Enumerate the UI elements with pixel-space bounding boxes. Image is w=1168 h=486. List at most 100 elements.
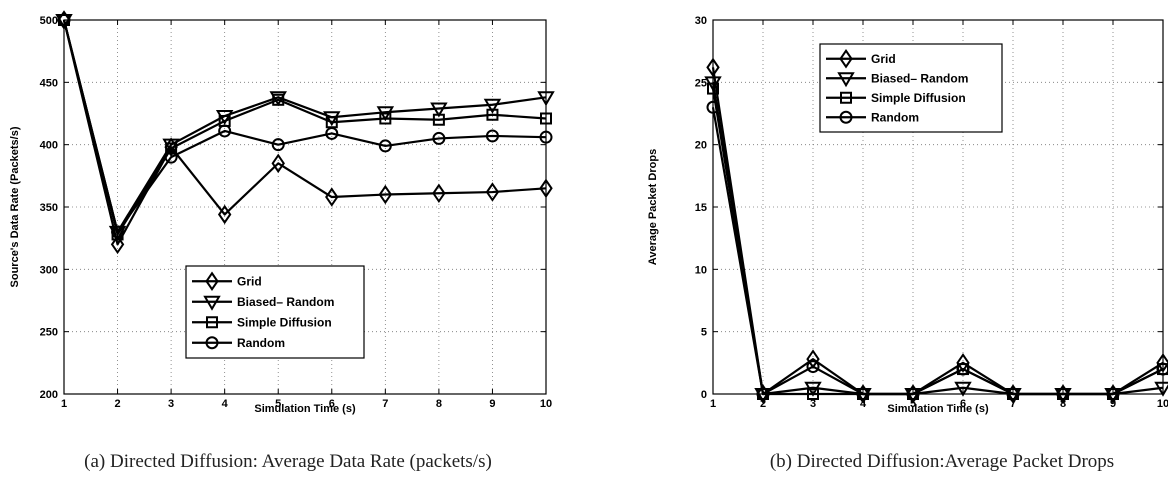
data-point bbox=[164, 150, 178, 164]
legend-marker bbox=[206, 316, 218, 329]
y-axis-label: Average Packet Drops bbox=[647, 149, 659, 265]
y-tick-label: 15 bbox=[695, 202, 707, 214]
legend-label: Random bbox=[871, 110, 919, 124]
x-tick-label: 3 bbox=[810, 398, 816, 410]
x-tick-label: 1 bbox=[710, 398, 716, 410]
data-point bbox=[1056, 387, 1070, 401]
x-tick-label: 7 bbox=[1010, 398, 1016, 410]
data-point bbox=[379, 112, 392, 125]
y-axis-label: Source's Data Rate (Packets/s) bbox=[9, 126, 21, 287]
x-tick-label: 10 bbox=[1157, 398, 1168, 410]
data-point bbox=[954, 381, 972, 397]
data-point bbox=[485, 129, 499, 143]
y-tick-label: 30 bbox=[695, 15, 707, 27]
series-grid bbox=[57, 10, 553, 255]
x-tick-label: 8 bbox=[436, 398, 442, 410]
data-point bbox=[1154, 381, 1168, 397]
legend-label: Random bbox=[237, 336, 285, 350]
data-point bbox=[430, 102, 448, 118]
data-point bbox=[378, 139, 392, 153]
data-point bbox=[956, 353, 970, 373]
data-point bbox=[906, 387, 920, 401]
data-point bbox=[271, 138, 285, 152]
y-tick-label: 10 bbox=[695, 264, 707, 276]
data-point bbox=[956, 362, 970, 376]
legend-label: Biased– Random bbox=[237, 295, 334, 309]
x-tick-label: 5 bbox=[275, 398, 281, 410]
x-tick-label: 4 bbox=[222, 398, 229, 410]
legend-marker bbox=[840, 91, 852, 104]
data-point bbox=[537, 91, 555, 107]
data-point bbox=[707, 82, 719, 95]
x-tick-label: 9 bbox=[489, 398, 495, 410]
data-point bbox=[540, 112, 552, 125]
data-point bbox=[1156, 353, 1168, 373]
legend-label: Grid bbox=[871, 52, 896, 66]
series-line bbox=[62, 19, 547, 234]
legend-marker bbox=[837, 72, 855, 88]
x-tick-label: 10 bbox=[540, 398, 552, 410]
x-tick-label: 9 bbox=[1110, 398, 1116, 410]
y-tick-label: 20 bbox=[695, 140, 707, 152]
y-tick-label: 350 bbox=[40, 202, 58, 214]
data-point bbox=[432, 131, 446, 145]
y-tick-label: 25 bbox=[695, 77, 707, 89]
x-tick-label: 6 bbox=[329, 398, 335, 410]
data-point bbox=[271, 153, 285, 174]
x-tick-label: 3 bbox=[168, 398, 174, 410]
y-tick-label: 500 bbox=[40, 15, 58, 27]
data-point bbox=[217, 204, 232, 225]
series-line bbox=[711, 107, 1164, 396]
data-point bbox=[432, 183, 446, 204]
y-tick-label: 450 bbox=[40, 77, 58, 89]
data-point bbox=[432, 113, 445, 126]
data-point bbox=[756, 387, 770, 401]
legend: Grid Biased– Random Simple Diffusion Random bbox=[819, 43, 1003, 133]
y-tick-label: 5 bbox=[701, 327, 707, 339]
data-point bbox=[483, 98, 502, 114]
data-point bbox=[269, 91, 287, 107]
data-point bbox=[807, 388, 819, 400]
legend-label: Simple Diffusion bbox=[871, 91, 966, 105]
data-point bbox=[485, 182, 500, 202]
x-tick-label: 8 bbox=[1060, 398, 1066, 410]
series-random bbox=[57, 13, 553, 239]
x-tick-label: 6 bbox=[960, 398, 966, 410]
data-point bbox=[378, 184, 393, 205]
series-line bbox=[62, 19, 547, 236]
data-point bbox=[57, 13, 71, 27]
data-point bbox=[110, 234, 125, 255]
legend-marker bbox=[205, 271, 219, 292]
data-point bbox=[218, 124, 232, 138]
x-tick-label: 4 bbox=[860, 398, 867, 410]
data-point bbox=[539, 178, 553, 199]
series-random bbox=[706, 100, 1168, 401]
series-biased-random bbox=[55, 14, 555, 241]
series-line bbox=[62, 19, 547, 234]
legend-label: Grid bbox=[237, 274, 262, 288]
x-axis-label: Simulation Time (s) bbox=[887, 403, 989, 415]
legend-label: Biased– Random bbox=[871, 71, 968, 85]
x-tick-label: 2 bbox=[760, 398, 766, 410]
data-point bbox=[165, 142, 178, 155]
data-point bbox=[325, 187, 339, 207]
data-point bbox=[325, 126, 339, 140]
x-tick-label: 1 bbox=[61, 398, 67, 410]
data-point bbox=[706, 57, 720, 78]
data-point bbox=[323, 111, 341, 127]
data-point bbox=[539, 130, 553, 144]
y-tick-label: 200 bbox=[40, 389, 58, 401]
caption: (a) Directed Diffusion: Average Data Rat… bbox=[84, 451, 492, 472]
y-tick-label: 250 bbox=[40, 327, 58, 339]
chart-b: 1 2 3 4 5 6 7 8 9 10 0 5 10 15 20 25 30 Simulation Time (… bbox=[647, 15, 1168, 472]
data-point bbox=[111, 225, 125, 239]
y-tick-label: 300 bbox=[40, 264, 58, 276]
legend-marker bbox=[203, 295, 221, 311]
series-line bbox=[711, 88, 1164, 396]
data-point bbox=[486, 108, 499, 121]
data-point bbox=[215, 109, 234, 125]
series-line bbox=[62, 19, 547, 246]
chart-a: 1 2 3 4 5 6 7 8 9 10 200 250 300 350 400 450 500 Simulati… bbox=[9, 10, 555, 472]
legend-marker bbox=[839, 48, 853, 69]
